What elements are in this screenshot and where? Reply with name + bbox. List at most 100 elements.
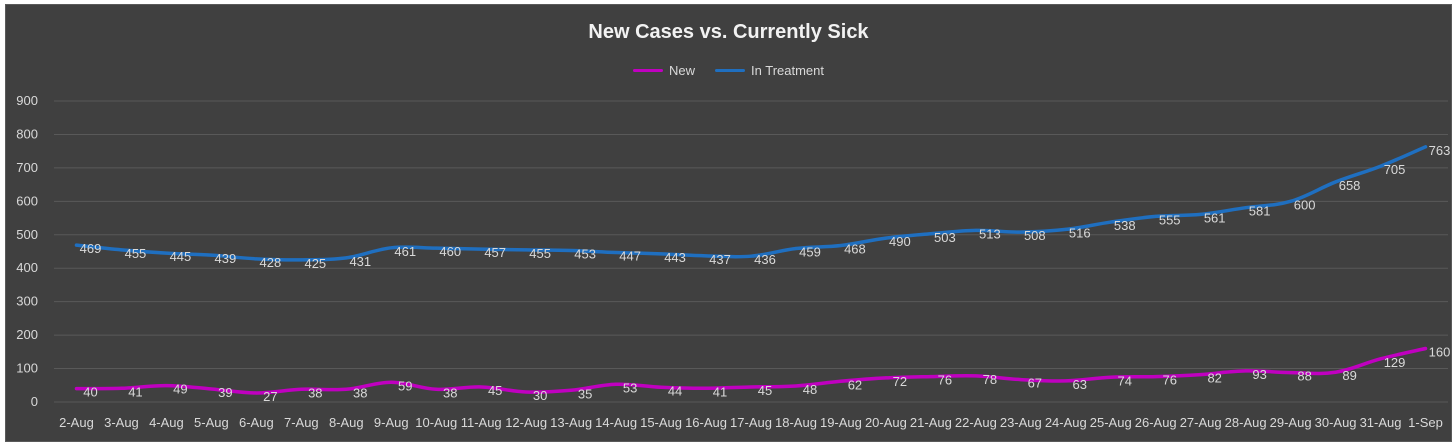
data-point-new bbox=[1109, 375, 1113, 379]
x-tick-label: 23-Aug bbox=[1000, 415, 1042, 430]
data-label-in-treatment: 457 bbox=[484, 245, 506, 260]
data-point-new bbox=[1064, 379, 1068, 383]
data-label-in-treatment: 561 bbox=[1204, 210, 1226, 225]
data-label-in-treatment: 469 bbox=[80, 241, 102, 256]
data-label-in-treatment: 763 bbox=[1429, 143, 1451, 158]
x-tick-label: 22-Aug bbox=[955, 415, 997, 430]
data-label-new: 49 bbox=[173, 382, 187, 397]
x-tick-label: 6-Aug bbox=[239, 415, 274, 430]
x-tick-label: 16-Aug bbox=[685, 415, 727, 430]
data-point-in-treatment bbox=[434, 246, 438, 250]
data-point-new bbox=[704, 386, 708, 390]
data-label-new: 41 bbox=[128, 384, 142, 399]
data-point-in-treatment bbox=[614, 251, 618, 255]
x-tick-label: 3-Aug bbox=[104, 415, 139, 430]
data-label-in-treatment: 503 bbox=[934, 230, 956, 245]
data-label-new: 67 bbox=[1028, 376, 1042, 391]
data-point-new bbox=[1154, 375, 1158, 379]
chart-legend: New In Treatment bbox=[6, 63, 1451, 78]
legend-swatch-new bbox=[633, 69, 663, 72]
data-label-new: 72 bbox=[893, 374, 907, 389]
data-label-new: 45 bbox=[758, 383, 772, 398]
data-point-new bbox=[164, 384, 168, 388]
data-point-new bbox=[479, 385, 483, 389]
y-tick-label: 400 bbox=[16, 260, 38, 275]
plot-svg: 0 100 200 300 400 500 600 700 800 900 2-Aug 3-Aug 4-… bbox=[16, 93, 1451, 430]
legend-item-new: New bbox=[633, 63, 695, 78]
data-point-in-treatment bbox=[164, 251, 168, 255]
data-label-in-treatment: 555 bbox=[1159, 212, 1181, 227]
data-label-new: 74 bbox=[1118, 373, 1132, 388]
x-tick-label: 13-Aug bbox=[550, 415, 592, 430]
data-point-in-treatment bbox=[1289, 199, 1293, 203]
data-point-in-treatment bbox=[1199, 212, 1203, 216]
data-point-new bbox=[659, 385, 663, 389]
x-tick-label: 29-Aug bbox=[1270, 415, 1312, 430]
data-point-new bbox=[74, 387, 78, 391]
data-label-new: 129 bbox=[1384, 355, 1406, 370]
data-label-in-treatment: 490 bbox=[889, 234, 911, 249]
data-point-new bbox=[209, 387, 213, 391]
data-label-new: 76 bbox=[938, 373, 952, 388]
chart-area[interactable]: New Cases vs. Currently Sick New In Trea… bbox=[5, 4, 1452, 442]
x-tick-label: 20-Aug bbox=[865, 415, 907, 430]
data-label-in-treatment: 436 bbox=[754, 252, 776, 267]
data-label-in-treatment: 508 bbox=[1024, 228, 1046, 243]
data-point-in-treatment bbox=[524, 248, 528, 252]
data-label-in-treatment: 538 bbox=[1114, 218, 1136, 233]
data-point-new bbox=[524, 390, 528, 394]
data-label-in-treatment: 445 bbox=[170, 249, 192, 264]
data-point-in-treatment bbox=[254, 257, 258, 261]
legend-swatch-in-treatment bbox=[715, 69, 746, 72]
data-label-in-treatment: 431 bbox=[349, 254, 371, 269]
data-point-new bbox=[344, 387, 348, 391]
legend-item-in-treatment: In Treatment bbox=[715, 63, 824, 78]
data-label-new: 44 bbox=[668, 383, 682, 398]
data-label-new: 93 bbox=[1252, 367, 1266, 382]
data-point-new bbox=[569, 388, 573, 392]
data-label-in-treatment: 705 bbox=[1384, 162, 1406, 177]
data-label-in-treatment: 468 bbox=[844, 241, 866, 256]
data-point-in-treatment bbox=[1424, 145, 1428, 149]
data-label-new: 53 bbox=[623, 380, 637, 395]
data-label-new: 41 bbox=[713, 384, 727, 399]
data-point-in-treatment bbox=[794, 246, 798, 250]
data-label-new: 63 bbox=[1073, 377, 1087, 392]
data-label-in-treatment: 513 bbox=[979, 226, 1001, 241]
data-point-new bbox=[929, 375, 933, 379]
data-label-in-treatment: 437 bbox=[709, 252, 731, 267]
x-tick-label: 8-Aug bbox=[329, 415, 364, 430]
data-point-new bbox=[839, 379, 843, 383]
x-tick-label: 7-Aug bbox=[284, 415, 319, 430]
chart-title: New Cases vs. Currently Sick bbox=[588, 21, 869, 43]
x-tick-label: 12-Aug bbox=[505, 415, 547, 430]
x-tick-label: 25-Aug bbox=[1090, 415, 1132, 430]
data-point-new bbox=[389, 380, 393, 384]
data-point-in-treatment bbox=[209, 253, 213, 257]
x-tick-label: 1-Sep bbox=[1408, 415, 1443, 430]
series-line-in-treatment bbox=[74, 145, 1428, 262]
data-point-new bbox=[1289, 371, 1293, 375]
data-label-in-treatment: 581 bbox=[1249, 204, 1271, 219]
data-label-new: 89 bbox=[1342, 368, 1356, 383]
y-tick-label: 0 bbox=[31, 394, 38, 409]
data-point-in-treatment bbox=[839, 243, 843, 247]
data-point-new bbox=[974, 374, 978, 378]
data-point-in-treatment bbox=[479, 247, 483, 251]
data-label-new: 38 bbox=[308, 385, 322, 400]
data-label-in-treatment: 443 bbox=[664, 250, 686, 265]
data-label-in-treatment: 455 bbox=[529, 246, 551, 261]
data-point-new bbox=[434, 387, 438, 391]
data-label-in-treatment: 425 bbox=[304, 256, 326, 271]
y-tick-label: 200 bbox=[16, 327, 38, 342]
x-tick-label: 30-Aug bbox=[1315, 415, 1357, 430]
data-label-new: 48 bbox=[803, 382, 817, 397]
x-tick-label: 5-Aug bbox=[194, 415, 229, 430]
x-tick-label: 14-Aug bbox=[595, 415, 637, 430]
y-tick-label: 900 bbox=[16, 93, 38, 108]
data-point-in-treatment bbox=[389, 246, 393, 250]
data-point-new bbox=[614, 382, 618, 386]
data-point-in-treatment bbox=[929, 232, 933, 236]
legend-label-in-treatment: In Treatment bbox=[751, 63, 824, 78]
